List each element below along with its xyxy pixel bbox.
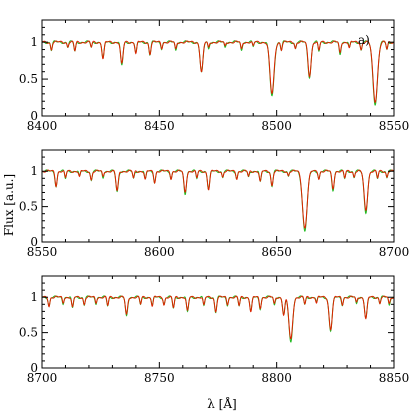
panel-frame xyxy=(41,275,395,369)
y-tick-label: 1 xyxy=(30,290,38,304)
panel-frame xyxy=(41,19,395,117)
panel-3: 8700 8750 8800 8850 0 0.5 1 xyxy=(19,275,410,385)
series-model-3 xyxy=(42,295,394,340)
x-tick-label: 8850 xyxy=(379,371,410,385)
y-tick-label: 0 xyxy=(30,109,38,123)
x-tick-label: 8700 xyxy=(27,371,58,385)
x-tick-label: 8400 xyxy=(27,119,58,133)
y-tick-label: 0.5 xyxy=(19,200,38,214)
y-axis-label: Flux [a.u.] xyxy=(2,174,16,236)
y-tick-label: 1 xyxy=(30,164,38,178)
series-observed-3 xyxy=(42,295,394,343)
x-axis-label: λ [Å] xyxy=(207,396,236,411)
y-tick-label: 0 xyxy=(30,361,38,375)
x-tick-label: 8600 xyxy=(144,245,175,259)
x-tick-label: 8550 xyxy=(27,245,58,259)
x-tick-label: 8650 xyxy=(261,245,292,259)
series-observed-1 xyxy=(42,40,394,107)
x-tick-label: 8450 xyxy=(144,119,175,133)
panel-1: 8400 8450 8500 8550 0 0.5 1 a) xyxy=(19,19,410,133)
series-model-1 xyxy=(42,40,394,103)
y-tick-label: 1 xyxy=(30,35,38,49)
x-tick-label: 8500 xyxy=(261,119,292,133)
panel-2: 8550 8600 8650 8700 0 0.5 1 xyxy=(19,149,410,259)
series-observed-2 xyxy=(42,169,394,232)
y-tick-label: 0.5 xyxy=(19,326,38,340)
series-model-2 xyxy=(42,169,394,229)
panel-frame xyxy=(41,149,395,243)
x-tick-label: 8750 xyxy=(144,371,175,385)
y-tick-label: 0.5 xyxy=(19,72,38,86)
x-tick-label: 8700 xyxy=(379,245,410,259)
y-tick-label: 0 xyxy=(30,235,38,249)
x-tick-label: 8800 xyxy=(261,371,292,385)
x-tick-label: 8550 xyxy=(379,119,410,133)
panel-tag-label: a) xyxy=(358,33,370,47)
